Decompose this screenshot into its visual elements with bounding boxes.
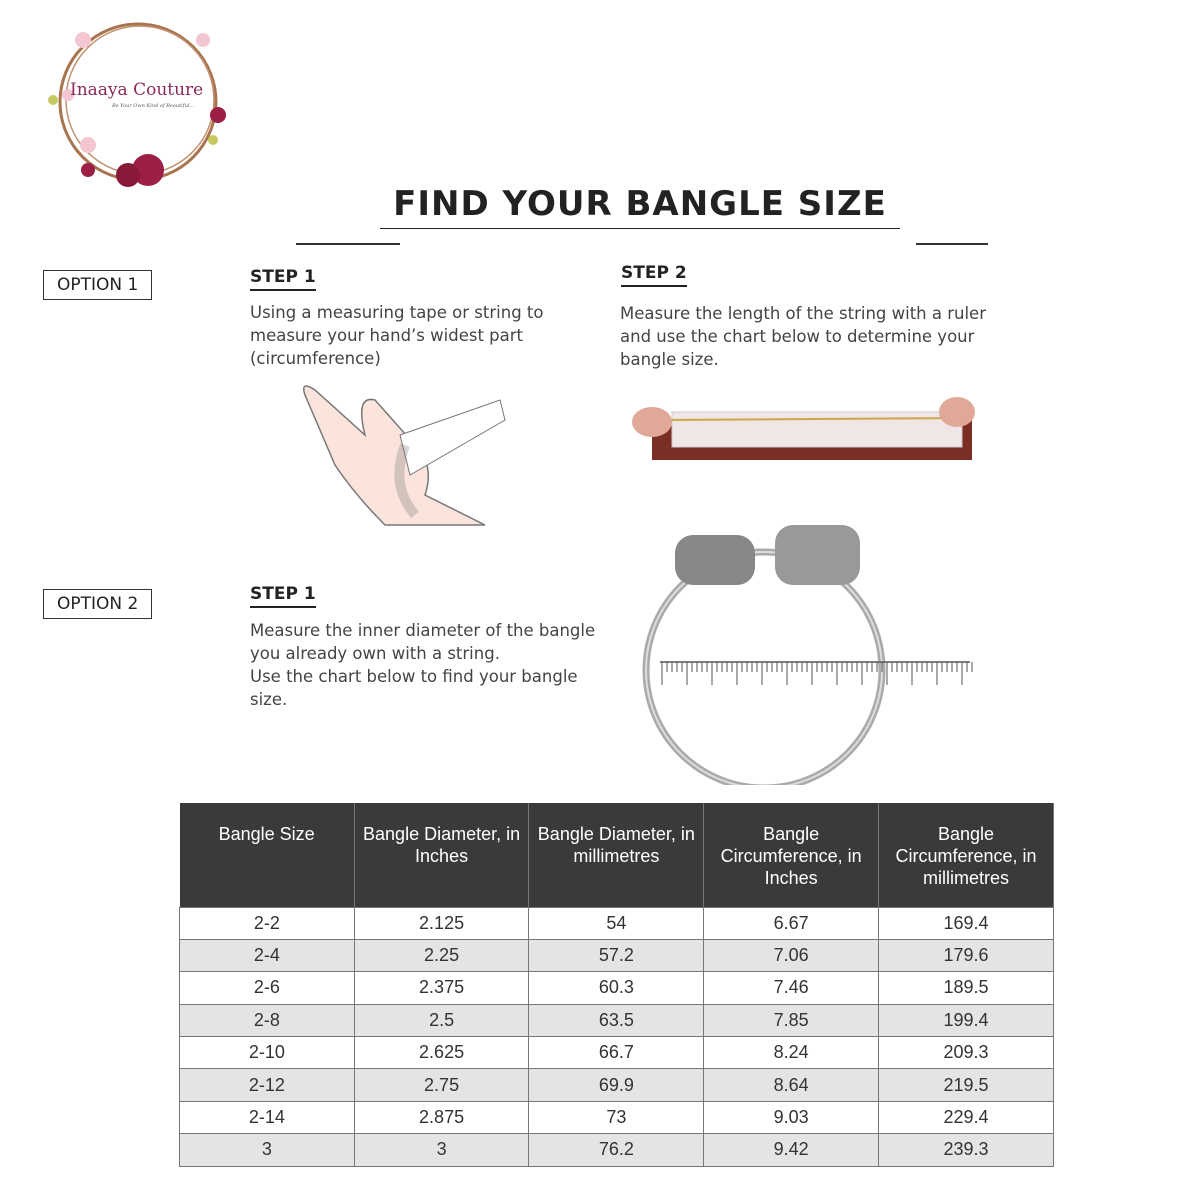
- table-cell: 2.875: [353, 1100, 530, 1135]
- table-cell: 219.5: [878, 1068, 1054, 1102]
- table-cell: 2.375: [353, 971, 530, 1005]
- table-cell: 2.125: [353, 906, 530, 940]
- option-1-label: OPTION 1: [43, 270, 153, 300]
- logo-name: Inaaya Couture: [70, 80, 204, 100]
- table-cell: 169.4: [878, 906, 1054, 940]
- table-cell: 9.03: [703, 1100, 880, 1135]
- column-header: Bangle Size: [179, 803, 355, 907]
- table-cell: 2.25: [353, 938, 530, 973]
- table-cell: 2-10: [179, 1036, 355, 1070]
- option2-step1-label: STEP 1: [250, 584, 316, 608]
- column-header: Bangle Diameter, in Inches: [354, 803, 530, 907]
- table-cell: 2-14: [179, 1100, 355, 1135]
- table-row: 2-14 2.875 73 9.03 229.4: [179, 1100, 1054, 1135]
- table-cell: 3: [353, 1133, 530, 1167]
- table-row: 3 3 76.2 9.42 239.3: [179, 1133, 1054, 1167]
- logo-wreath: [48, 22, 226, 187]
- table-cell: 189.5: [878, 971, 1054, 1005]
- table-cell: 7.46: [703, 971, 880, 1005]
- page-title: FIND YOUR BANGLE SIZE: [380, 184, 900, 229]
- table-cell: 9.42: [703, 1133, 880, 1167]
- table-cell: 239.3: [878, 1133, 1054, 1167]
- table-row: 2-4 2.25 57.2 7.06 179.6: [179, 938, 1054, 973]
- table-cell: 179.6: [878, 938, 1054, 973]
- text-line: size.: [250, 690, 288, 709]
- text-line: you already own with a string.: [250, 644, 500, 663]
- option-2-label: OPTION 2: [43, 589, 153, 619]
- table-cell: 63.5: [528, 1003, 705, 1038]
- table-cell: 2.625: [353, 1036, 530, 1070]
- table-cell: 2-4: [179, 938, 355, 973]
- option1-step1-text: Using a measuring tape or string to meas…: [250, 301, 543, 370]
- divider: [296, 243, 400, 245]
- table-cell: 69.9: [528, 1068, 705, 1102]
- table-cell: 54: [528, 906, 705, 940]
- text-line: bangle size.: [620, 350, 719, 369]
- table-cell: 2-8: [179, 1003, 355, 1038]
- text-line: Measure the length of the string with a …: [620, 304, 986, 323]
- table-cell: 76.2: [528, 1133, 705, 1167]
- table-cell: 7.06: [703, 938, 880, 973]
- table-row: 2-2 2.125 54 6.67 169.4: [179, 906, 1054, 940]
- table-row: 2-6 2.375 60.3 7.46 189.5: [179, 971, 1054, 1005]
- table-cell: 2-12: [179, 1068, 355, 1102]
- table-cell: 8.64: [703, 1068, 880, 1102]
- table-cell: 229.4: [878, 1100, 1054, 1135]
- option1-step2-label: STEP 2: [621, 263, 687, 287]
- table-cell: 7.85: [703, 1003, 880, 1038]
- table-cell: 60.3: [528, 971, 705, 1005]
- column-header: Bangle Circumference, in millimetres: [878, 803, 1054, 907]
- table-cell: 8.24: [703, 1036, 880, 1070]
- table-cell: 57.2: [528, 938, 705, 973]
- bangle-ruler-illustration: [642, 525, 973, 785]
- bangle-size-table: Bangle Size Bangle Diameter, in Inches Ban…: [179, 803, 1054, 1167]
- column-header: Bangle Circumference, in Inches: [703, 803, 880, 907]
- option2-step1-text: Measure the inner diameter of the bangle…: [250, 619, 595, 711]
- table-cell: 199.4: [878, 1003, 1054, 1038]
- option1-step2-text: Measure the length of the string with a …: [620, 302, 986, 371]
- logo-tagline: Be Your Own Kind of Beautiful...: [112, 103, 195, 109]
- table-cell: 2-2: [179, 906, 355, 940]
- table-cell: 6.67: [703, 906, 880, 940]
- option1-step1-label: STEP 1: [250, 267, 316, 291]
- table-row: 2-12 2.75 69.9 8.64 219.5: [179, 1068, 1054, 1102]
- text-line: Use the chart below to find your bangle: [250, 667, 578, 686]
- text-line: measure your hand’s widest part: [250, 326, 523, 345]
- table-cell: 209.3: [878, 1036, 1054, 1070]
- ruler-string-photo: [632, 397, 975, 460]
- text-line: Using a measuring tape or string to: [250, 303, 544, 322]
- text-line: Measure the inner diameter of the bangle: [250, 621, 596, 640]
- table-cell: 3: [179, 1133, 355, 1167]
- text-line: and use the chart below to determine you…: [620, 327, 975, 346]
- table-cell: 2.75: [353, 1068, 530, 1102]
- table-cell: 73: [528, 1100, 705, 1135]
- table-cell: 2-6: [179, 971, 355, 1005]
- table-row: 2-10 2.625 66.7 8.24 209.3: [179, 1036, 1054, 1070]
- table-row: 2-8 2.5 63.5 7.85 199.4: [179, 1003, 1054, 1038]
- hand-measuring-illustration: [303, 385, 506, 526]
- table-cell: 2.5: [353, 1003, 530, 1038]
- text-line: (circumference): [250, 349, 381, 368]
- divider: [916, 243, 988, 245]
- column-header: Bangle Diameter, in millimetres: [528, 803, 705, 907]
- table-cell: 66.7: [528, 1036, 705, 1070]
